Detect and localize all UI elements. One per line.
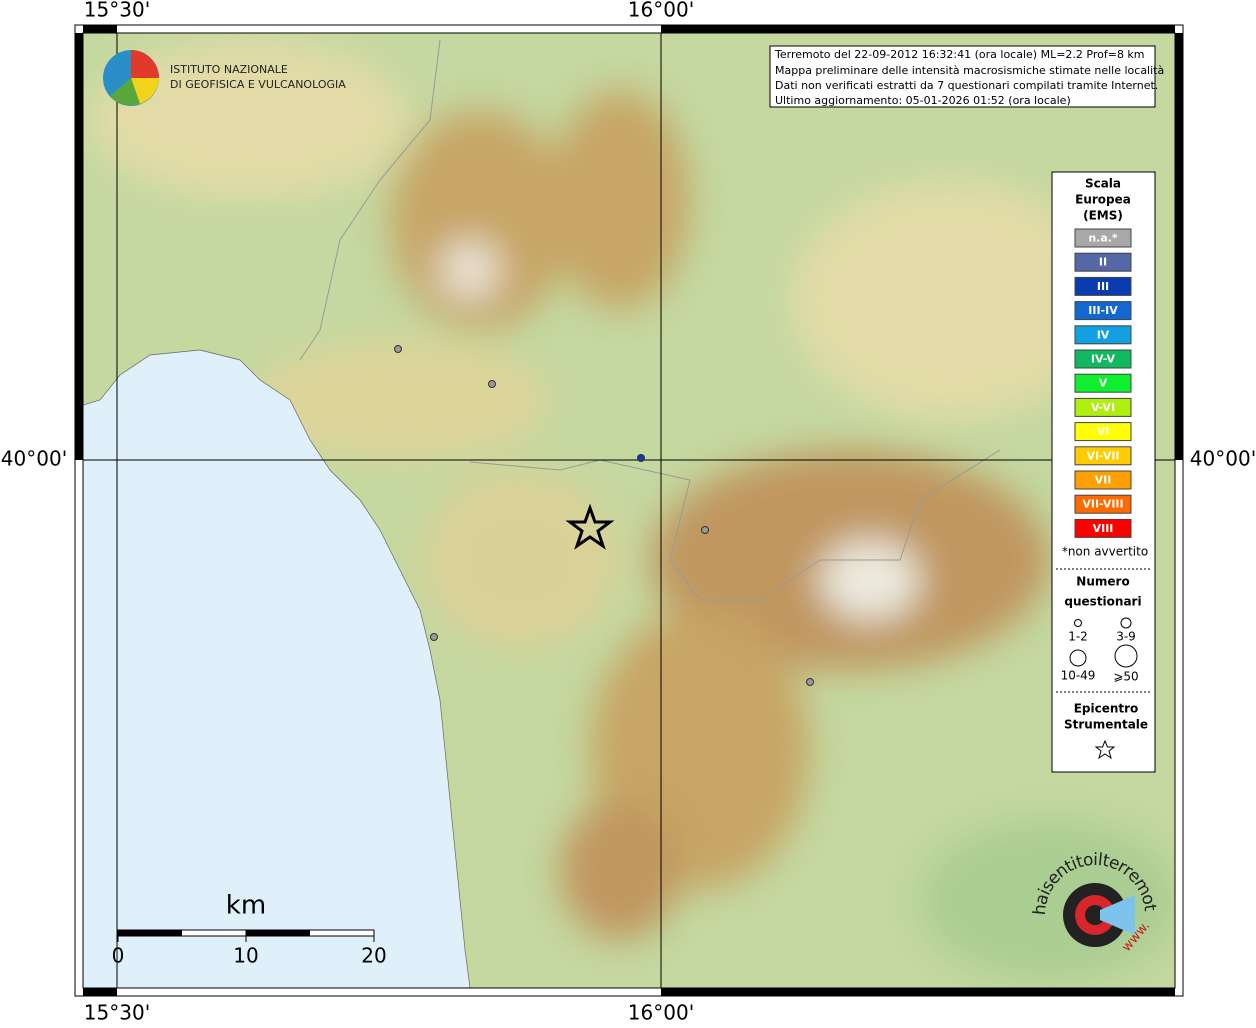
size-symbol: [1074, 619, 1082, 627]
scale-label: 10: [233, 944, 258, 968]
legend-swatch: [1074, 325, 1132, 345]
legend-title: Epicentro: [1074, 702, 1139, 716]
legend: ScalaEuropea(EMS)n.a.*IIIIIIII-IVIVIV-VV…: [1051, 171, 1156, 773]
legend-label: IV: [1097, 328, 1110, 341]
info-line: Terremoto del 22-09-2012 16:32:41 (ora l…: [774, 48, 1145, 61]
lat-label: 40°00': [1190, 447, 1256, 471]
size-label: 3-9: [1116, 630, 1136, 644]
legend-swatch: [1074, 349, 1132, 369]
size-label: 1-2: [1068, 630, 1088, 644]
sea: [83, 349, 471, 988]
size-symbol: [1120, 617, 1132, 629]
logo-text: DI GEOFISICA E VULCANOLOGIA: [170, 78, 346, 91]
scale-label: 0: [112, 944, 125, 968]
border: [469, 449, 1001, 601]
legend-title: questionari: [1064, 595, 1141, 609]
lon-label: 16°00': [628, 1001, 694, 1025]
legend-title: Strumentale: [1064, 718, 1148, 732]
info-line: Ultimo aggiornamento: 05-01-2026 01:52 (…: [775, 94, 1071, 107]
terrain: [83, 33, 1175, 988]
legend-swatch: [1074, 446, 1132, 466]
scale-bar: km 0 10 20: [112, 891, 387, 968]
legend-label: III: [1097, 280, 1109, 293]
size-symbol: [1114, 644, 1138, 668]
legend-swatch: [1074, 373, 1132, 393]
info-line: Mappa preliminare delle intensità macros…: [775, 64, 1164, 77]
lon-label: 16°00': [628, 0, 694, 22]
frame: [74, 24, 1184, 997]
legend-note: *non avvertito: [1062, 545, 1148, 559]
legend-label: VI-VII: [1086, 449, 1119, 462]
legend-swatch: [1074, 252, 1132, 272]
legend-swatch: [1074, 470, 1132, 490]
lon-label: 15°30': [84, 1001, 150, 1025]
lon-label: 15°30': [84, 0, 150, 22]
legend-label: n.a.*: [1088, 232, 1118, 245]
epicenter: [565, 503, 615, 550]
info-line: Dati non verificati estratti da 7 questi…: [775, 79, 1158, 92]
localities: [394, 345, 814, 686]
legend-title: Scala: [1085, 177, 1121, 191]
size-label: 10-49: [1061, 669, 1096, 683]
size-label: ⩾50: [1113, 670, 1138, 684]
lat-label: 40°00': [1, 447, 67, 471]
epicenter-symbol: [1094, 739, 1116, 760]
graticule: [83, 33, 1175, 988]
legend-label: II: [1099, 256, 1107, 269]
legend-swatch: [1074, 494, 1132, 514]
legend-title: (EMS): [1083, 209, 1123, 223]
legend-label: III-IV: [1088, 304, 1118, 317]
legend-label: VI: [1097, 425, 1110, 438]
size-symbol: [1069, 649, 1087, 667]
legend-swatch: [1074, 397, 1132, 417]
legend-label: VIII: [1093, 522, 1114, 535]
border: [299, 39, 441, 361]
legend-label: V: [1099, 377, 1108, 390]
legend-title: Europea: [1075, 193, 1131, 207]
legend-label: IV-V: [1091, 353, 1116, 366]
legend-swatch: [1074, 518, 1132, 538]
legend-swatch: [1074, 301, 1132, 321]
legend-title: Numero: [1076, 575, 1129, 589]
logo-text: ISTITUTO NAZIONALE: [170, 63, 288, 76]
legend-swatch: [1074, 228, 1132, 248]
info-box: Terremoto del 22-09-2012 16:32:41 (ora l…: [769, 45, 1164, 108]
legend-swatch: [1074, 422, 1132, 442]
legend-label: V-VI: [1091, 401, 1115, 414]
scale-unit: km: [226, 891, 266, 921]
legend-swatch: [1074, 276, 1132, 296]
legend-label: VII: [1095, 474, 1112, 487]
scale-label: 20: [361, 944, 386, 968]
legend-label: VII-VIII: [1082, 498, 1123, 511]
ingv-logo: ISTITUTO NAZIONALE DI GEOFISICA E VULCAN…: [103, 50, 346, 106]
